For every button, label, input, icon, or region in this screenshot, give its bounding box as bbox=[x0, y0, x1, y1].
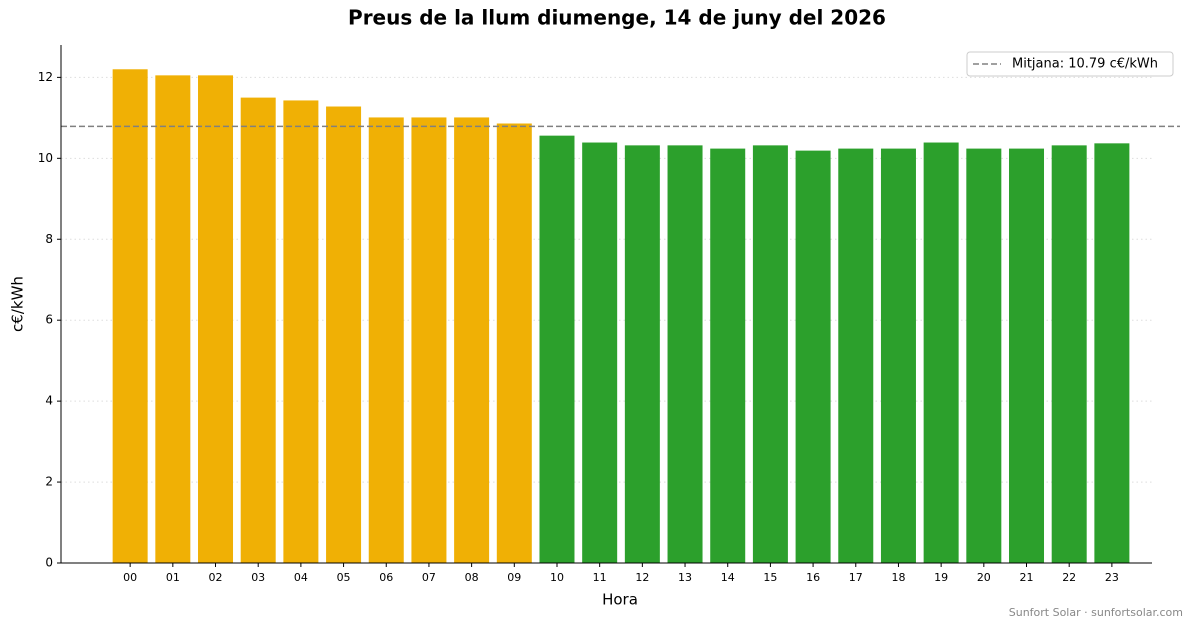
x-tick-label: 04 bbox=[294, 571, 308, 584]
x-tick-label: 17 bbox=[849, 571, 863, 584]
legend-box bbox=[966, 51, 1174, 77]
x-tick-label: 03 bbox=[251, 571, 265, 584]
bar bbox=[966, 148, 1002, 563]
chart-title: Preus de la llum diumenge, 14 de juny de… bbox=[348, 6, 886, 30]
bar bbox=[880, 148, 916, 563]
x-tick-label: 02 bbox=[209, 571, 223, 584]
bar bbox=[710, 148, 746, 563]
bar bbox=[112, 69, 148, 563]
y-axis-label: c€/kWh bbox=[9, 276, 27, 332]
y-tick-label: 10 bbox=[38, 151, 53, 165]
bar bbox=[795, 150, 831, 563]
x-tick-label: 08 bbox=[465, 571, 479, 584]
bar bbox=[838, 148, 874, 563]
x-tick-label: 09 bbox=[507, 571, 521, 584]
x-tick-label: 21 bbox=[1020, 571, 1034, 584]
footer: Sunfort Solar · sunfortsolar.com bbox=[1009, 606, 1183, 619]
x-tick-label: 19 bbox=[934, 571, 948, 584]
x-tick-label: 14 bbox=[721, 571, 735, 584]
x-tick-label: 22 bbox=[1062, 571, 1076, 584]
y-tick-label: 4 bbox=[45, 394, 53, 408]
bar bbox=[496, 123, 532, 564]
x-tick-label: 18 bbox=[891, 571, 905, 584]
x-tick-label: 05 bbox=[337, 571, 351, 584]
x-tick-label: 01 bbox=[166, 571, 180, 584]
x-axis-label: Hora bbox=[602, 591, 638, 609]
x-tick-label: 13 bbox=[678, 571, 692, 584]
x-tick-label: 06 bbox=[379, 571, 393, 584]
x-tick-label: 10 bbox=[550, 571, 564, 584]
bar bbox=[1094, 143, 1130, 564]
x-tick-label: 16 bbox=[806, 571, 820, 584]
bar bbox=[411, 117, 447, 564]
x-tick-label: 12 bbox=[635, 571, 649, 584]
bar bbox=[624, 145, 660, 564]
bar bbox=[582, 142, 618, 563]
bar bbox=[1009, 148, 1045, 563]
y-tick-label: 12 bbox=[38, 70, 53, 84]
bar bbox=[1051, 145, 1087, 564]
legend-label: Mitjana: 10.79 c€/kWh bbox=[1012, 57, 1158, 72]
bar bbox=[667, 145, 703, 564]
bar bbox=[198, 75, 234, 563]
y-tick-label: 2 bbox=[45, 475, 53, 489]
bar bbox=[155, 75, 191, 563]
bar bbox=[752, 145, 788, 564]
bar bbox=[283, 100, 319, 563]
y-tick-label: 6 bbox=[45, 313, 53, 327]
x-tick-label: 11 bbox=[593, 571, 607, 584]
bar bbox=[326, 106, 362, 563]
bar bbox=[539, 135, 575, 563]
bar bbox=[240, 97, 276, 563]
x-tick-label: 20 bbox=[977, 571, 991, 584]
y-tick-label: 8 bbox=[45, 232, 53, 246]
x-tick-label: 23 bbox=[1105, 571, 1119, 584]
x-tick-label: 15 bbox=[763, 571, 777, 584]
bar bbox=[923, 142, 959, 563]
bar bbox=[368, 117, 404, 564]
bar bbox=[454, 117, 490, 564]
x-tick-label: 00 bbox=[123, 571, 137, 584]
x-tick-label: 07 bbox=[422, 571, 436, 584]
y-tick-label: 0 bbox=[45, 556, 53, 570]
